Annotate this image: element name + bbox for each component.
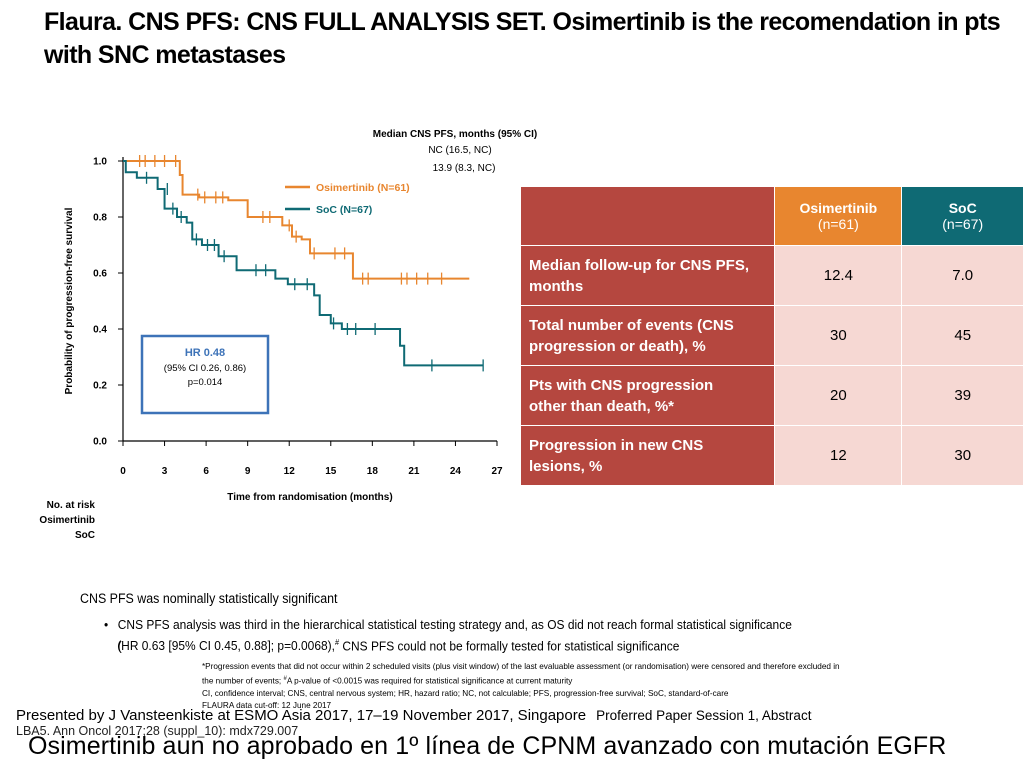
axes: 0 3 6 9 12 15 18 21 24 27 1.0 0.8 0.6 0.4 0.2 0.0 [93, 157, 503, 478]
footnote-censoring: *Progression events that did not occur w… [202, 662, 840, 671]
legend-osimertinib: Osimertinib (N=61) [316, 182, 410, 194]
x-tick-label: 15 [325, 466, 337, 477]
y-tick-label: 0.4 [93, 325, 107, 336]
cell-osimertinib: 12.4 [774, 245, 903, 306]
y-tick-label: 0.8 [93, 213, 107, 224]
hr-value: HR 0.48 [185, 347, 225, 359]
results-table: Osimertinib (n=61) SoC (n=67) Median follo… [519, 186, 1024, 486]
footnote-abbreviations: CI, confidence interval; CNS, central ne… [202, 688, 729, 698]
cell-osimertinib: 30 [774, 305, 903, 366]
footnote-pvalue: the number of events; #A p-value of <0.0… [202, 676, 573, 686]
x-tick-label: 3 [162, 466, 168, 477]
cell-osimertinib: 20 [774, 365, 903, 426]
cell-soc: 30 [901, 425, 1024, 486]
footnote-cutoff: FLAURA data cut-off: 12 June 2017 [202, 700, 332, 710]
bullet-marker: • [104, 617, 109, 632]
col-soc: SoC (n=67) [901, 186, 1024, 246]
table-row: Progression in new CNS lesions, % 12 30 [519, 425, 1024, 486]
row-label: Total number of events (CNS progression o… [519, 305, 776, 366]
footnotes: *Progression events that did not occur w… [202, 661, 840, 712]
x-axis-label: Time from randomisation (months) [227, 492, 392, 503]
risk-header: No. at risk [47, 500, 96, 511]
table-corner [519, 186, 776, 246]
reference: LBA5. Ann Oncol 2017;28 (suppl_10): mdx7… [16, 724, 299, 738]
risk-row-soc: SoC [75, 530, 95, 541]
bullet-text: CNS PFS analysis was third in the hierar… [117, 617, 792, 654]
median-osimertinib: NC (16.5, NC) [428, 145, 491, 156]
median-soc: 13.9 (8.3, NC) [433, 163, 496, 174]
row-label: Progression in new CNS lesions, % [519, 425, 776, 486]
osimertinib-curve [123, 160, 470, 280]
y-tick-label: 0.2 [93, 381, 107, 392]
soc-curve [123, 160, 484, 367]
table-header-row: Osimertinib (n=61) SoC (n=67) [519, 186, 1024, 246]
x-tick-label: 24 [450, 466, 462, 477]
x-tick-label: 27 [491, 466, 503, 477]
row-label: Median follow-up for CNS PFS, months [519, 245, 776, 306]
hr-p: p=0.014 [188, 377, 223, 388]
x-tick-label: 12 [284, 466, 296, 477]
hr-box [140, 334, 270, 415]
x-tick-label: 21 [408, 466, 420, 477]
cell-osimertinib: 12 [774, 425, 903, 486]
hr-ci: (95% CI 0.26, 0.86) [164, 363, 246, 374]
y-tick-label: 1.0 [93, 157, 107, 168]
cell-soc: 7.0 [901, 245, 1024, 306]
median-header: Median CNS PFS, months (95% CI) [373, 129, 537, 140]
table-row: Median follow-up for CNS PFS, months 12.4… [519, 245, 1024, 306]
x-tick-label: 6 [203, 466, 209, 477]
table-row: Pts with CNS progression other than death… [519, 365, 1024, 426]
significance-note: CNS PFS was nominally statistically sign… [80, 591, 338, 606]
y-tick-label: 0.6 [93, 269, 107, 280]
row-label: Pts with CNS progression other than death… [519, 365, 776, 426]
x-tick-label: 0 [120, 466, 126, 477]
cell-soc: 39 [901, 365, 1024, 426]
y-tick-label: 0.0 [93, 437, 107, 448]
y-axis-label: Probability of progression-free survival [64, 207, 75, 394]
table-row: Total number of events (CNS progression o… [519, 305, 1024, 366]
x-tick-label: 18 [367, 466, 379, 477]
bottom-caption: Osimertinib aun no aprobado en 1º línea … [28, 732, 947, 760]
series-lines [123, 155, 484, 372]
page-title: Flaura. CNS PFS: CNS FULL ANALYSIS SET. … [44, 8, 1001, 69]
col-osimertinib: Osimertinib (n=61) [774, 186, 903, 246]
cell-soc: 45 [901, 305, 1024, 366]
legend-soc: SoC (N=67) [316, 204, 372, 216]
risk-row-osimertinib: Osimertinib [39, 515, 95, 526]
x-tick-label: 9 [245, 466, 251, 477]
presented-by: Presented by J Vansteenkiste at ESMO Asi… [16, 707, 812, 724]
